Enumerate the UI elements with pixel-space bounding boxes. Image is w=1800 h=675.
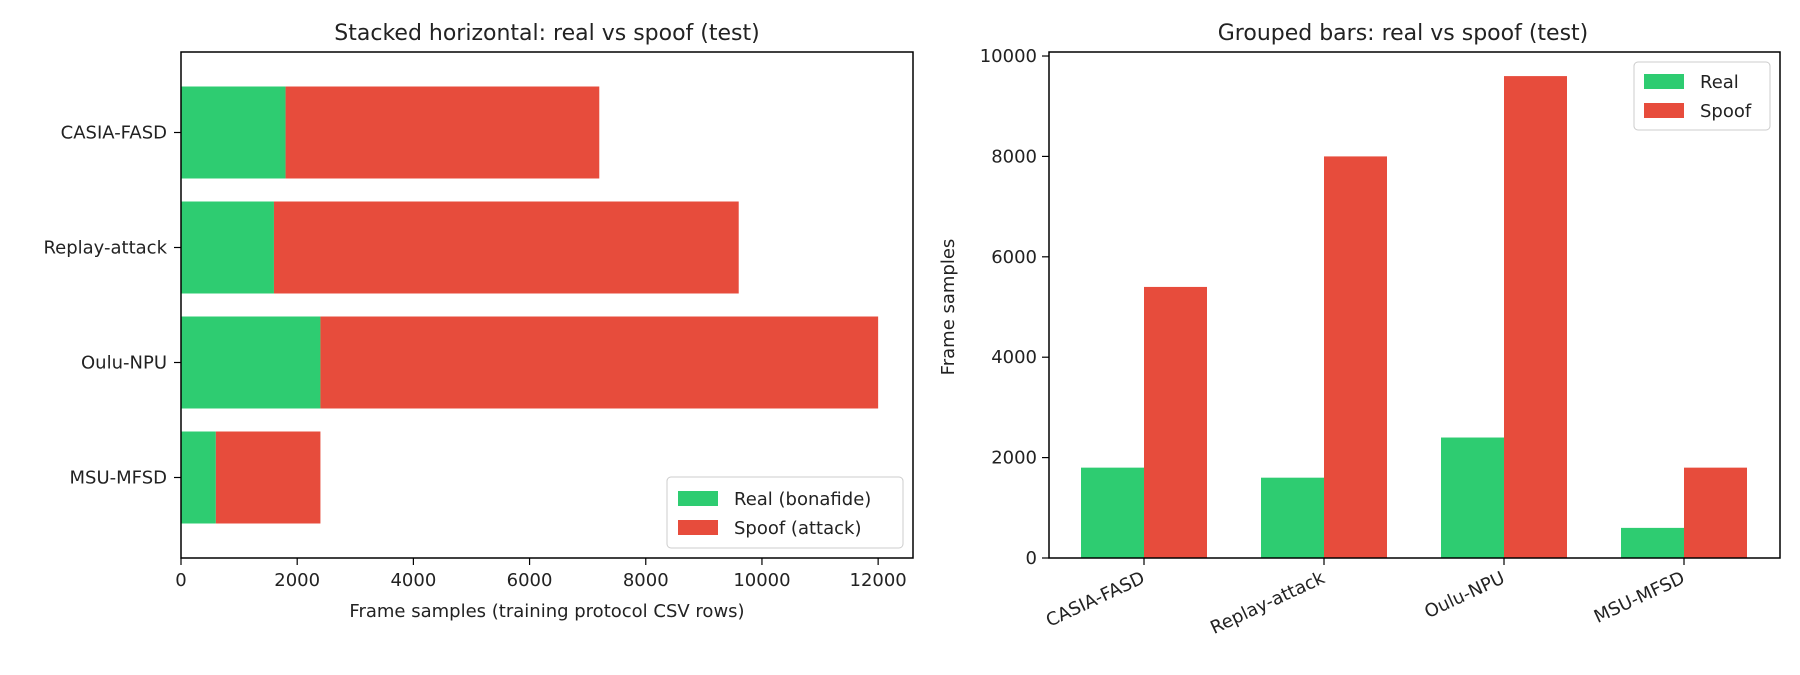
left-x-axis-label: Frame samples (training protocol CSV row…: [349, 601, 744, 622]
right-legend-label-real: Real: [1700, 72, 1739, 93]
left-y-tick-label-casia-fasd: CASIA-FASD: [61, 123, 167, 144]
right-y-tick-label-6000: 6000: [991, 247, 1037, 268]
grouped-bar-chart: Grouped bars: real vs spoof (test) 0 2000…: [938, 21, 1781, 639]
right-x-tick-label-msu-mfsd: MSU-MFSD: [1591, 567, 1688, 627]
left-y-tick-label-msu-mfsd: MSU-MFSD: [70, 468, 167, 489]
left-legend-swatch-real: [678, 491, 718, 506]
left-legend: Real (bonafide) Spoof (attack): [666, 476, 904, 549]
right-y-tick-label-2000: 2000: [991, 448, 1037, 469]
right-x-tick-label-oulu-npu: Oulu-NPU: [1421, 567, 1508, 622]
left-legend-label-spoof: Spoof (attack): [734, 518, 861, 539]
right-y-tick-label-0: 0: [1026, 548, 1037, 569]
left-chart-title: Stacked horizontal: real vs spoof (test): [334, 21, 759, 46]
left-bar-casia-fasd-spoof: [285, 86, 600, 179]
left-x-tick-label-4000: 4000: [390, 570, 436, 591]
right-legend: Real Spoof: [1633, 61, 1771, 131]
left-x-tick-label-8000: 8000: [623, 570, 669, 591]
left-bar-oulu-npu-spoof: [320, 316, 879, 409]
right-bar-casia-fasd-real: [1081, 467, 1144, 558]
right-bar-msu-mfsd-real: [1621, 527, 1684, 558]
right-bar-msu-mfsd-spoof: [1684, 467, 1747, 558]
left-x-tick-label-10000: 10000: [733, 570, 790, 591]
left-y-tick-label-replay-attack: Replay-attack: [43, 238, 167, 259]
left-bar-msu-mfsd-real: [181, 431, 216, 524]
right-x-ticks: CASIA-FASD Replay-attack Oulu-NPU MSU-MFSD: [1043, 558, 1688, 639]
right-y-tick-label-8000: 8000: [991, 146, 1037, 167]
left-x-tick-label-0: 0: [175, 570, 186, 591]
left-y-ticks: CASIA-FASD Replay-attack Oulu-NPU MSU-MFSD: [43, 123, 181, 489]
right-y-tick-label-4000: 4000: [991, 347, 1037, 368]
right-legend-label-spoof: Spoof: [1700, 101, 1752, 122]
left-bar-replay-attack-real: [181, 201, 274, 294]
left-y-tick-label-oulu-npu: Oulu-NPU: [81, 353, 167, 374]
right-bar-oulu-npu-spoof: [1504, 76, 1567, 558]
right-legend-swatch-real: [1644, 74, 1684, 89]
right-x-tick-label-replay-attack: Replay-attack: [1207, 567, 1328, 638]
left-x-tick-label-2000: 2000: [274, 570, 320, 591]
left-legend-label-real: Real (bonafide): [734, 489, 871, 510]
left-bar-msu-mfsd-spoof: [215, 431, 321, 524]
left-legend-swatch-spoof: [678, 520, 718, 535]
left-bar-oulu-npu-real: [181, 316, 321, 409]
left-bar-casia-fasd-real: [181, 86, 286, 179]
right-chart-title: Grouped bars: real vs spoof (test): [1218, 21, 1589, 46]
left-bars: [181, 86, 879, 524]
right-bars: [1081, 76, 1747, 558]
stacked-horizontal-chart: Stacked horizontal: real vs spoof (test)…: [43, 21, 914, 622]
right-bar-casia-fasd-spoof: [1144, 286, 1207, 558]
left-x-ticks: 0 2000 4000 6000 8000 10000 12000: [175, 558, 907, 591]
left-plot-frame: [180, 51, 914, 559]
right-y-axis-label: Frame samples: [938, 239, 959, 376]
right-y-ticks: 0 2000 4000 6000 8000 10000: [980, 46, 1049, 569]
left-x-tick-label-6000: 6000: [507, 570, 553, 591]
right-plot-frame: [1048, 51, 1781, 559]
right-y-tick-label-10000: 10000: [980, 46, 1037, 67]
right-bar-replay-attack-real: [1261, 477, 1324, 558]
right-bar-oulu-npu-real: [1441, 437, 1504, 558]
left-legend-box: [666, 476, 904, 549]
right-legend-swatch-spoof: [1644, 103, 1684, 118]
right-x-tick-label-casia-fasd: CASIA-FASD: [1043, 567, 1148, 631]
left-x-tick-label-12000: 12000: [850, 570, 907, 591]
left-bar-replay-attack-spoof: [273, 201, 739, 294]
right-bar-replay-attack-spoof: [1324, 156, 1387, 558]
